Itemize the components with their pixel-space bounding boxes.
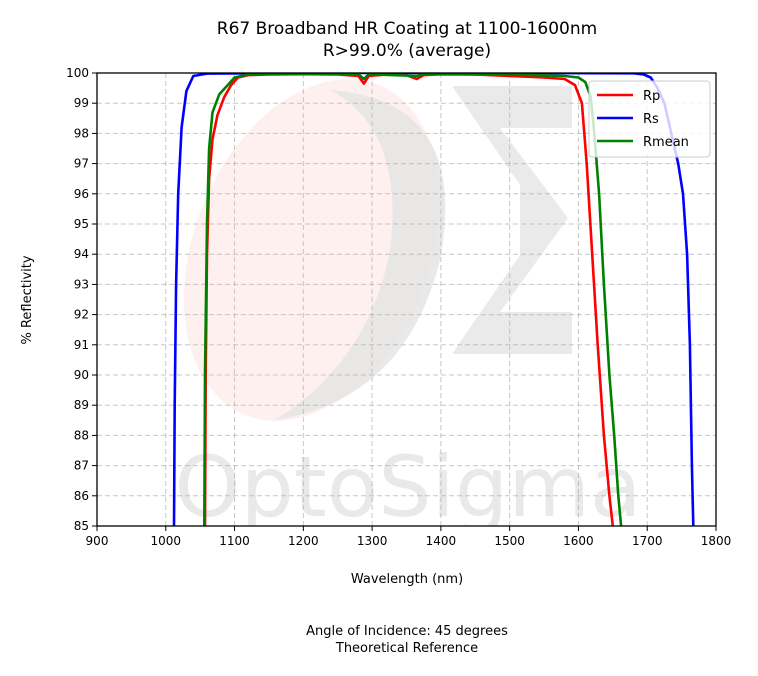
y-tick-label: 88 bbox=[74, 428, 89, 442]
y-tick-label: 85 bbox=[74, 519, 89, 533]
legend-box bbox=[588, 80, 711, 158]
y-tick-label: 89 bbox=[74, 398, 89, 412]
legend: Rp Rs Rmean bbox=[588, 80, 711, 158]
y-tick-label: 99 bbox=[74, 96, 89, 110]
series-line-rs bbox=[172, 73, 695, 526]
y-tick-label: 87 bbox=[74, 459, 89, 473]
footnote-reference: Theoretical Reference bbox=[335, 641, 478, 656]
legend-label-rp: Rp bbox=[643, 89, 660, 104]
y-tick-label: 95 bbox=[74, 217, 89, 231]
watermark-arc bbox=[275, 90, 446, 420]
y-tick-label: 98 bbox=[74, 126, 89, 140]
chart-subtitle: R>99.0% (average) bbox=[323, 41, 491, 61]
x-tick-label: 1300 bbox=[357, 534, 388, 548]
series-line-rmean bbox=[203, 73, 623, 526]
y-tick-label: 96 bbox=[74, 187, 89, 201]
y-axis-label: % Reflectivity bbox=[20, 255, 35, 344]
y-tick-label: 90 bbox=[74, 368, 89, 382]
y-tick-label: 94 bbox=[74, 247, 89, 261]
y-tick-label: 91 bbox=[74, 338, 89, 352]
y-ticks: 85 86 87 88 89 90 91 92 93 94 95 96 97 98 99 100 bbox=[66, 66, 97, 533]
y-tick-label: 100 bbox=[66, 66, 89, 80]
x-axis-label: Wavelength (nm) bbox=[351, 572, 463, 587]
x-tick-label: 900 bbox=[86, 534, 109, 548]
y-tick-label: 97 bbox=[74, 157, 89, 171]
x-tick-label: 1400 bbox=[426, 534, 457, 548]
footnote-angle: Angle of Incidence: 45 degrees bbox=[306, 624, 508, 639]
legend-label-rs: Rs bbox=[643, 112, 659, 127]
y-tick-label: 93 bbox=[74, 277, 89, 291]
x-tick-label: 1800 bbox=[701, 534, 732, 548]
chart-title: R67 Broadband HR Coating at 1100-1600nm bbox=[217, 19, 597, 39]
watermark: OptoSigma bbox=[174, 79, 642, 536]
x-tick-label: 1500 bbox=[494, 534, 525, 548]
y-tick-label: 86 bbox=[74, 489, 89, 503]
x-tick-label: 1600 bbox=[563, 534, 594, 548]
y-tick-label: 92 bbox=[74, 308, 89, 322]
x-tick-label: 1000 bbox=[151, 534, 182, 548]
x-tick-label: 1100 bbox=[219, 534, 250, 548]
x-tick-label: 1200 bbox=[288, 534, 319, 548]
watermark-text: OptoSigma bbox=[174, 438, 641, 536]
x-ticks: 900 1000 1100 1200 1300 1400 1500 1600 1700 1800 bbox=[86, 526, 732, 548]
x-tick-label: 1700 bbox=[632, 534, 663, 548]
series-group bbox=[172, 73, 695, 526]
legend-label-rmean: Rmean bbox=[643, 135, 689, 150]
plot-frame bbox=[96, 72, 717, 527]
sigma-logo bbox=[452, 86, 572, 354]
